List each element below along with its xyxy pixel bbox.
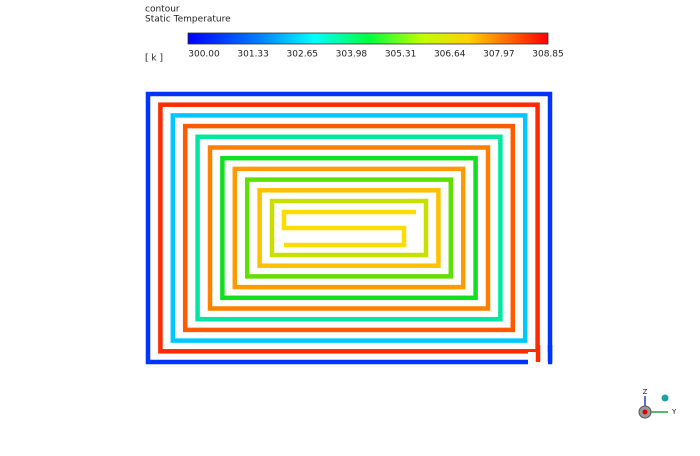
colorbar-tick-label: 308.85 — [532, 50, 564, 60]
triad-label: Y — [671, 408, 677, 416]
axes-triad: Z Y — [638, 388, 677, 419]
legend-title: contour — [145, 5, 180, 15]
legend-subtitle: Static Temperature — [145, 15, 231, 25]
colorbar-ticks: 300.00 301.33 302.65 303.98 305.31 306.64 307.… — [188, 50, 564, 60]
colorbar-tick-label: 305.31 — [385, 50, 417, 60]
legend-unit: [ k ] — [145, 54, 163, 64]
colorbar — [187, 32, 549, 45]
colorbar-tick-label: 307.97 — [483, 50, 515, 60]
colorbar-tick-label: 302.65 — [287, 50, 319, 60]
triad-label: Z — [643, 388, 648, 396]
colorbar-tick-label: 303.98 — [336, 50, 368, 60]
colorbar-tick-label: 301.33 — [237, 50, 269, 60]
colorbar-tick-label: 300.00 — [188, 50, 220, 60]
coil-geometry — [145, 91, 553, 366]
colorbar-tick-label: 306.64 — [434, 50, 466, 60]
